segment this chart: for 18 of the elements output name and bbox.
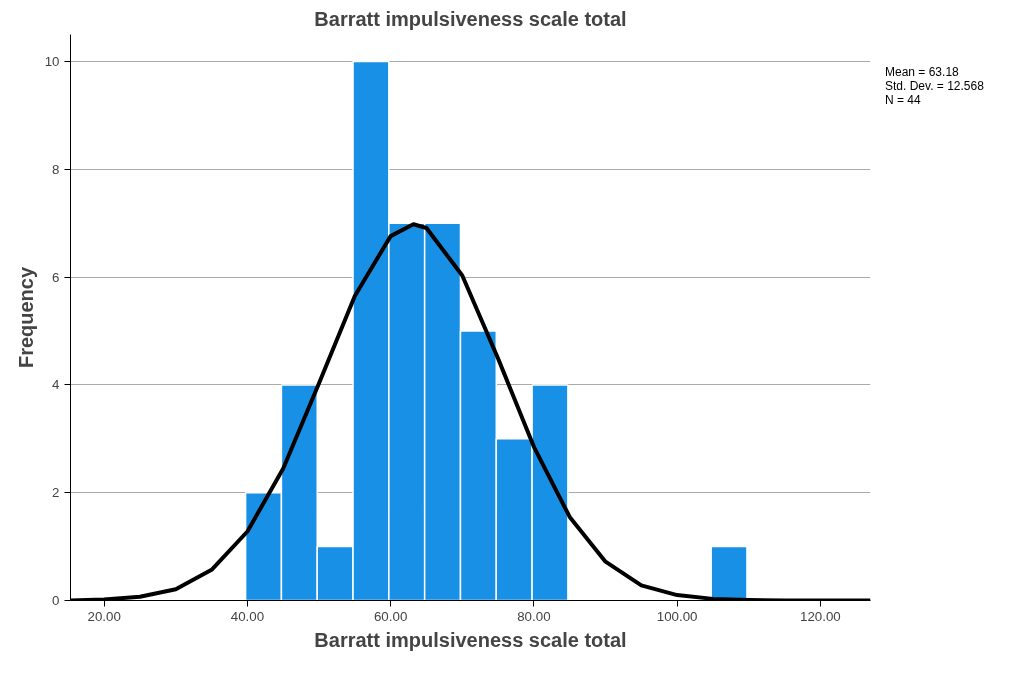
x-tick-label: 100.00	[656, 608, 698, 624]
x-tick-label: 60.00	[373, 608, 408, 624]
chart-title: Barratt impulsiveness scale total	[314, 7, 627, 30]
x-tick-label: 120.00	[799, 608, 841, 624]
x-tick-label: 80.00	[517, 608, 551, 624]
y-tick-label: 6	[52, 269, 60, 285]
text: Mean = 63.18	[885, 65, 959, 79]
x-tick-label: 20.00	[87, 608, 121, 624]
text: N = 44	[885, 93, 921, 107]
y-tick-label: 10	[44, 53, 60, 69]
y-tick-label: 2	[52, 485, 60, 501]
y-tick-label: 8	[52, 161, 60, 177]
y-tick-label: 0	[52, 593, 60, 608]
y-tick-label: 4	[52, 377, 61, 393]
x-axis-title: Barratt impulsiveness scale total	[314, 628, 627, 651]
x-tick-label: 40.00	[230, 608, 265, 624]
y-axis-title: Frequency	[14, 266, 37, 369]
text: Std. Dev. = 12.568	[885, 79, 984, 93]
